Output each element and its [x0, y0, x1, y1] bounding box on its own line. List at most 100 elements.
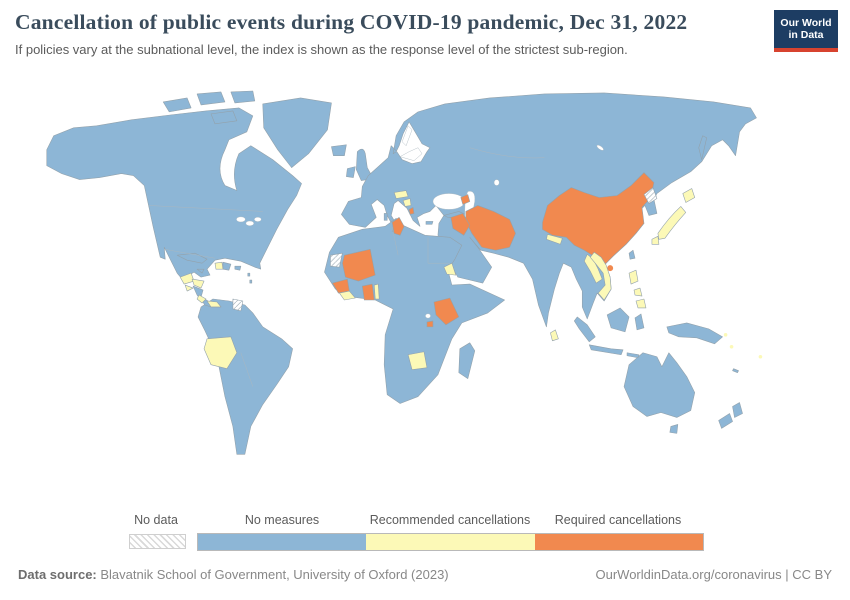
- country-japan[interactable]: [682, 188, 696, 203]
- country-mali[interactable]: [342, 248, 376, 282]
- legend-label-recommended: Recommended cancellations: [369, 513, 531, 527]
- country-iceland[interactable]: [331, 144, 347, 156]
- country-haiti[interactable]: [214, 261, 224, 270]
- page-subtitle: If policies vary at the subnational leve…: [15, 42, 628, 57]
- country-new-caledonia[interactable]: [732, 368, 739, 373]
- country-ghana[interactable]: [361, 283, 375, 301]
- country-north-korea[interactable]: [643, 187, 658, 204]
- country-arctic-island[interactable]: [162, 97, 192, 113]
- country-fiji[interactable]: [758, 354, 763, 359]
- legend-color-bar: [197, 533, 704, 551]
- country-nepal[interactable]: [546, 234, 563, 245]
- country-azerbaijan[interactable]: [460, 194, 471, 205]
- country-montenegro[interactable]: [408, 207, 415, 215]
- black-sea: [432, 193, 466, 210]
- country-new-zealand[interactable]: [732, 402, 743, 418]
- legend-label-required: Required cancellations: [554, 513, 682, 527]
- country-crete[interactable]: [425, 221, 434, 225]
- country-sri-lanka[interactable]: [550, 329, 559, 342]
- country-eritrea[interactable]: [443, 262, 457, 276]
- border-north-africa-2: [427, 237, 450, 264]
- country-borneo[interactable]: [606, 307, 630, 333]
- owid-logo[interactable]: Our World in Data: [774, 10, 838, 52]
- country-panama[interactable]: [206, 300, 222, 308]
- country-costa-rica[interactable]: [196, 294, 207, 304]
- country-kenya[interactable]: [433, 297, 460, 326]
- country-greenland[interactable]: [262, 97, 332, 168]
- gulf-of-bothnia: [401, 125, 413, 146]
- country-jamaica[interactable]: [196, 268, 205, 274]
- country-hainan[interactable]: [607, 265, 614, 272]
- country-burundi[interactable]: [426, 320, 434, 328]
- map-legend: No data No measures Recommended cancella…: [0, 513, 850, 553]
- country-arctic-island[interactable]: [196, 91, 226, 106]
- owid-link[interactable]: OurWorldinData.org/coronavirus: [595, 567, 782, 582]
- country-bolivia[interactable]: [203, 336, 238, 369]
- country-bosnia[interactable]: [402, 198, 412, 207]
- legend-swatch-recommended[interactable]: [366, 534, 535, 550]
- country-antilles[interactable]: [249, 279, 253, 284]
- legend-swatch-no-measures[interactable]: [198, 534, 367, 550]
- legend-swatch-no-data[interactable]: [129, 534, 186, 549]
- country-vietnam[interactable]: [589, 251, 612, 301]
- country-japan[interactable]: [651, 236, 660, 245]
- country-arctic-island[interactable]: [230, 90, 256, 104]
- country-philippines[interactable]: [633, 287, 643, 297]
- header: Cancellation of public events during COV…: [15, 10, 765, 57]
- country-sakhalin[interactable]: [698, 135, 707, 160]
- country-lesser-sunda[interactable]: [626, 352, 640, 359]
- license-label[interactable]: CC BY: [792, 567, 832, 582]
- border-brazil-west: [240, 352, 254, 387]
- country-south-america[interactable]: [197, 298, 293, 455]
- country-vanuatu[interactable]: [729, 344, 734, 349]
- data-source: Data source: Blavatnik School of Governm…: [18, 567, 449, 582]
- country-austria[interactable]: [393, 190, 409, 199]
- country-sulawesi[interactable]: [634, 313, 645, 331]
- country-java[interactable]: [588, 344, 624, 356]
- country-philippines[interactable]: [628, 269, 639, 285]
- country-puerto-rico[interactable]: [234, 265, 242, 271]
- country-iran[interactable]: [465, 205, 516, 251]
- page-title: Cancellation of public events during COV…: [15, 10, 688, 34]
- country-tasmania[interactable]: [669, 424, 679, 434]
- country-north-america[interactable]: [46, 107, 302, 280]
- baltic-sea: [399, 147, 423, 161]
- country-tunisia[interactable]: [391, 217, 405, 236]
- data-source-value: Blavatnik School of Government, Universi…: [96, 567, 449, 582]
- owid-logo-line2: in Data: [788, 29, 824, 41]
- country-new-guinea[interactable]: [666, 322, 723, 345]
- country-western-sahara[interactable]: [330, 252, 343, 268]
- country-liberia[interactable]: [339, 290, 356, 301]
- great-lake-3: [254, 216, 262, 222]
- footer-credit: OurWorldinData.org/coronavirus | CC BY: [595, 567, 832, 582]
- owid-logo-line1: Our World: [780, 17, 832, 29]
- country-honduras[interactable]: [191, 278, 205, 289]
- country-sumatra[interactable]: [574, 316, 596, 343]
- country-dominican-republic[interactable]: [222, 261, 232, 271]
- border-us-canada: [148, 205, 263, 212]
- country-japan[interactable]: [657, 206, 687, 240]
- country-antilles[interactable]: [247, 272, 251, 277]
- country-el-salvador[interactable]: [184, 284, 194, 292]
- country-iraq[interactable]: [450, 213, 471, 236]
- country-madagascar[interactable]: [458, 342, 476, 379]
- world-map-svg: [46, 90, 763, 455]
- country-australia[interactable]: [623, 352, 696, 418]
- country-china[interactable]: [542, 172, 655, 265]
- country-new-zealand[interactable]: [718, 413, 733, 429]
- country-sardinia[interactable]: [383, 213, 388, 221]
- country-solomon-islands[interactable]: [723, 333, 728, 337]
- border-us-mexico: [164, 249, 216, 259]
- country-guyana-region[interactable]: [232, 298, 244, 312]
- country-togo[interactable]: [373, 283, 380, 300]
- credit-separator: |: [781, 567, 793, 582]
- lake-victoria: [425, 313, 431, 319]
- country-zimbabwe[interactable]: [407, 351, 428, 370]
- country-taiwan[interactable]: [628, 249, 636, 260]
- country-philippines[interactable]: [635, 298, 647, 309]
- border-north-africa-1: [391, 227, 399, 256]
- lake-baikal: [596, 144, 604, 151]
- legend-swatch-required[interactable]: [534, 534, 703, 550]
- country-arctic-island[interactable]: [210, 110, 238, 125]
- country-ireland[interactable]: [346, 166, 356, 178]
